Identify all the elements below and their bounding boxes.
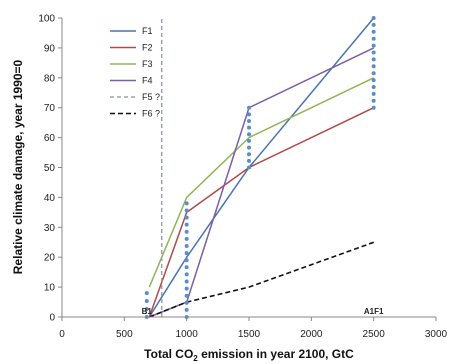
- dot-marker: [247, 166, 251, 170]
- dot-marker: [372, 51, 376, 55]
- series-layer: [149, 18, 373, 317]
- dot-marker: [185, 223, 189, 227]
- dot-marker: [185, 279, 189, 283]
- dot-marker: [372, 16, 376, 20]
- y-tick-label: 30: [44, 223, 56, 234]
- x-tick-label: 500: [116, 329, 133, 340]
- x-tick-label: 3000: [425, 329, 448, 340]
- series-line-f6: [149, 242, 373, 317]
- y-tick-label: 90: [44, 43, 56, 54]
- dot-marker: [185, 294, 189, 298]
- dot-marker: [372, 92, 376, 96]
- x-axis-title: Total CO2 emission in year 2100, GtC: [144, 347, 354, 363]
- dot-marker: [247, 159, 251, 163]
- x-axis-title-rest: emission in year 2100, GtC: [198, 347, 354, 361]
- x-axis-title-main: Total CO: [144, 347, 193, 361]
- dot-marker: [372, 64, 376, 68]
- y-tick-label: 70: [44, 103, 56, 114]
- dot-marker: [185, 272, 189, 276]
- dot-marker: [247, 119, 251, 123]
- legend-label: F1: [142, 26, 153, 36]
- legend-label: F4: [142, 76, 153, 86]
- series-line-f2: [149, 108, 373, 317]
- dot-marker: [185, 230, 189, 234]
- dot-marker: [185, 301, 189, 305]
- y-tick-label: 80: [44, 73, 56, 84]
- dot-marker: [185, 308, 189, 312]
- dot-marker: [185, 287, 189, 291]
- legend-label: F6 ?: [142, 109, 160, 119]
- y-tick-label: 60: [44, 133, 56, 144]
- legend-label: F2: [142, 43, 153, 53]
- dot-marker: [185, 216, 189, 220]
- dot-marker: [372, 85, 376, 89]
- dot-marker: [185, 237, 189, 241]
- dot-marker: [185, 201, 189, 205]
- dotted-verticals: [145, 16, 376, 319]
- dot-marker: [247, 126, 251, 130]
- y-tick-label: 100: [38, 14, 55, 25]
- x-tick-label: 1000: [176, 329, 199, 340]
- y-tick-label: 10: [44, 283, 56, 294]
- y-tick-label: 20: [44, 253, 56, 264]
- y-axis-title: Relative climate damage, year 1990=0: [11, 59, 25, 274]
- dot-marker: [372, 44, 376, 48]
- dot-marker: [372, 78, 376, 82]
- dot-marker: [247, 152, 251, 156]
- x-tick-label: 2500: [363, 329, 386, 340]
- annotation-label: A1F1: [364, 307, 384, 316]
- y-tick-label: 40: [44, 193, 56, 204]
- dot-marker: [185, 251, 189, 255]
- x-tick-label: 1500: [238, 329, 261, 340]
- dot-marker: [185, 208, 189, 212]
- series-line-f1: [149, 18, 373, 317]
- y-tick-label: 0: [49, 313, 55, 324]
- dot-marker: [185, 244, 189, 248]
- dot-marker: [247, 139, 251, 143]
- dot-marker: [185, 258, 189, 262]
- dot-marker: [145, 299, 149, 303]
- dot-marker: [247, 146, 251, 150]
- legend: F1 F2 F3 F4 F5 ? F6 ?: [110, 26, 160, 119]
- dot-marker: [372, 37, 376, 41]
- y-tick-label: 50: [44, 163, 56, 174]
- dot-marker: [372, 57, 376, 61]
- legend-label: F5 ?: [142, 92, 160, 102]
- annotations: B1 A1F1: [142, 307, 384, 316]
- dot-marker: [372, 99, 376, 103]
- dot-marker: [247, 132, 251, 136]
- dot-marker: [145, 291, 149, 295]
- dot-marker: [372, 30, 376, 34]
- annotation-label: B1: [142, 307, 153, 316]
- dot-marker: [372, 106, 376, 110]
- dot-marker: [372, 71, 376, 75]
- dot-marker: [185, 265, 189, 269]
- legend-label: F3: [142, 59, 153, 69]
- x-tick-label: 2000: [300, 329, 323, 340]
- dot-marker: [372, 23, 376, 27]
- dot-marker: [247, 106, 251, 110]
- series-line-f4: [149, 48, 373, 317]
- x-tick-label: 0: [59, 329, 65, 340]
- dot-marker: [247, 112, 251, 116]
- series-line-f3: [149, 78, 373, 287]
